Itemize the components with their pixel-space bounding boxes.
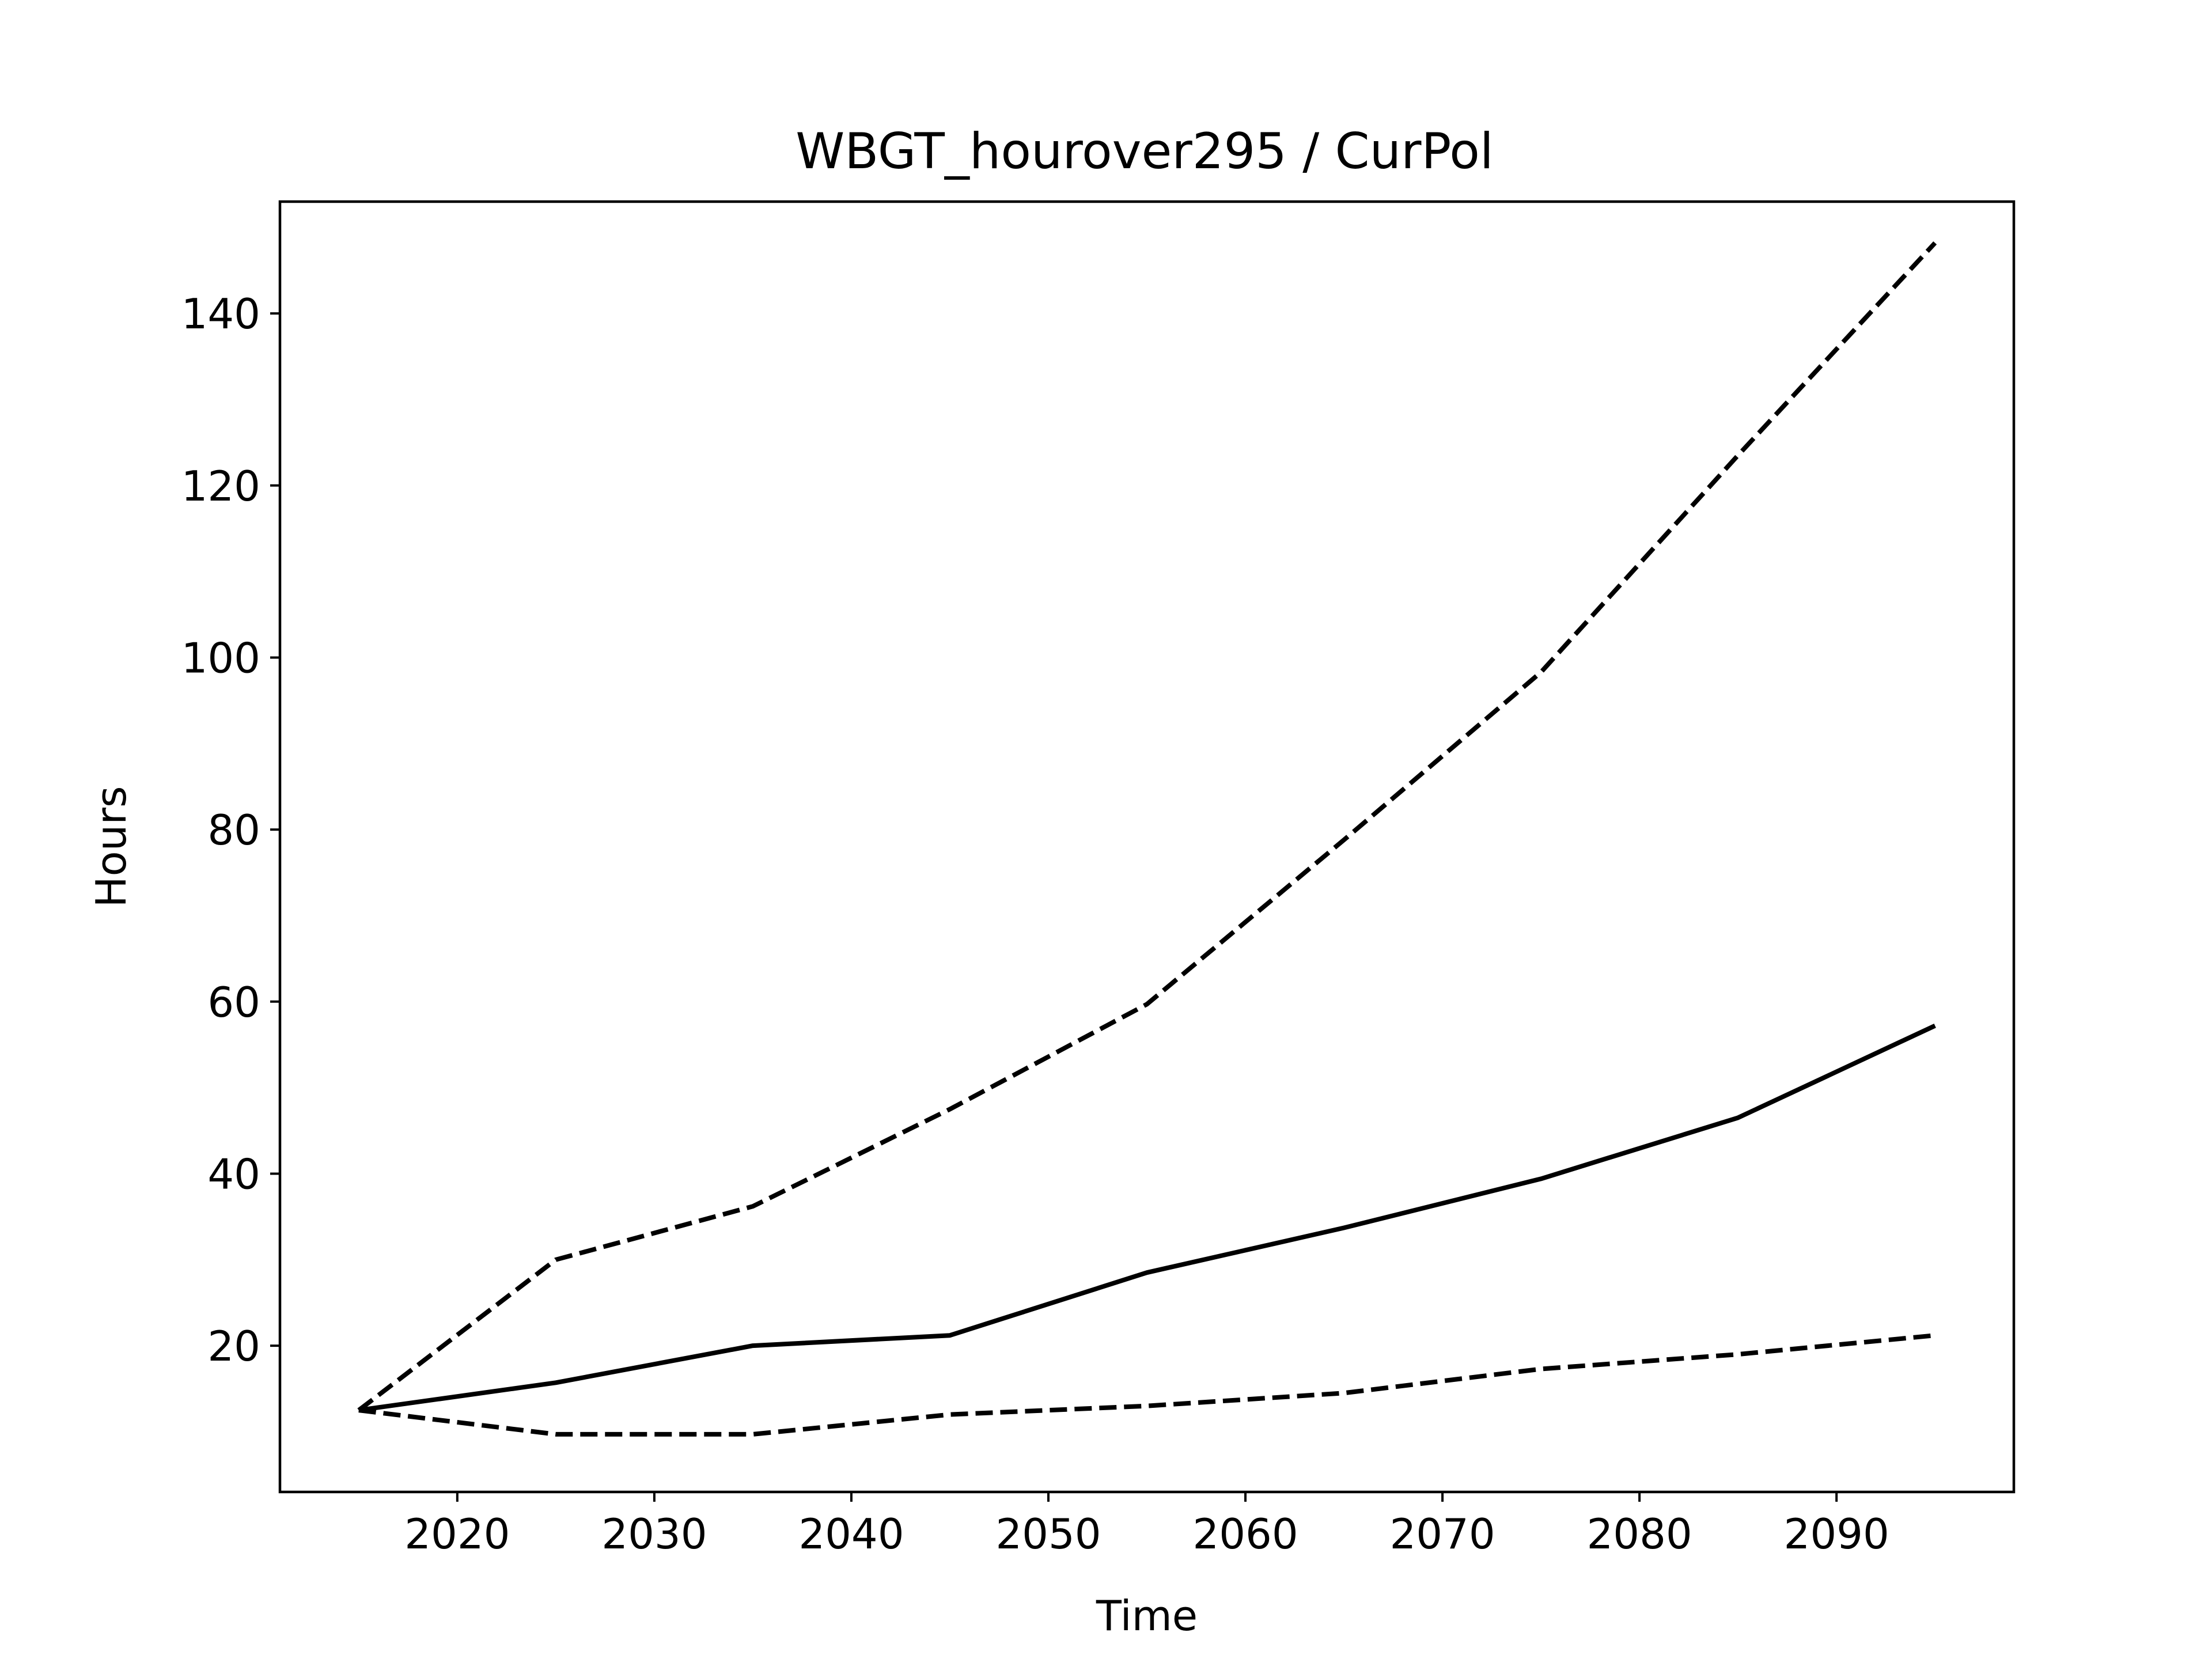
y-tick-label: 80 (207, 806, 260, 854)
y-tick-label: 140 (181, 290, 260, 338)
x-tick-label: 2060 (1192, 1510, 1298, 1558)
y-tick-label: 120 (181, 462, 260, 510)
y-tick-label: 20 (207, 1322, 260, 1370)
x-tick-label: 2020 (404, 1510, 510, 1558)
x-tick-label: 2080 (1586, 1510, 1692, 1558)
series-line-2-dashed (357, 241, 1937, 1412)
series-line-3-dashed (358, 1333, 1936, 1437)
y-axis-label: Hours (87, 786, 135, 908)
chart-title: WBGT_hourover295 / CurPol (796, 123, 1494, 180)
x-axis-label: Time (1096, 1592, 1198, 1640)
series-layer (357, 241, 1937, 1437)
x-tick-label: 2050 (995, 1510, 1101, 1558)
x-tick-label: 2030 (601, 1510, 707, 1558)
y-axis-ticks: 20 40 60 80 100 120 140 (181, 290, 280, 1370)
series-line-1-solid (358, 1023, 1936, 1413)
x-axis-ticks: 2020 2030 2040 2050 2060 2070 2080 2090 (404, 1492, 1889, 1558)
x-tick-label: 2090 (1784, 1510, 1889, 1558)
y-tick-label: 40 (207, 1150, 260, 1198)
plot-area-frame (278, 200, 2016, 1494)
y-tick-label: 100 (181, 634, 260, 682)
x-tick-label: 2040 (798, 1510, 904, 1558)
x-tick-label: 2070 (1389, 1510, 1495, 1558)
y-tick-label: 60 (207, 978, 260, 1027)
